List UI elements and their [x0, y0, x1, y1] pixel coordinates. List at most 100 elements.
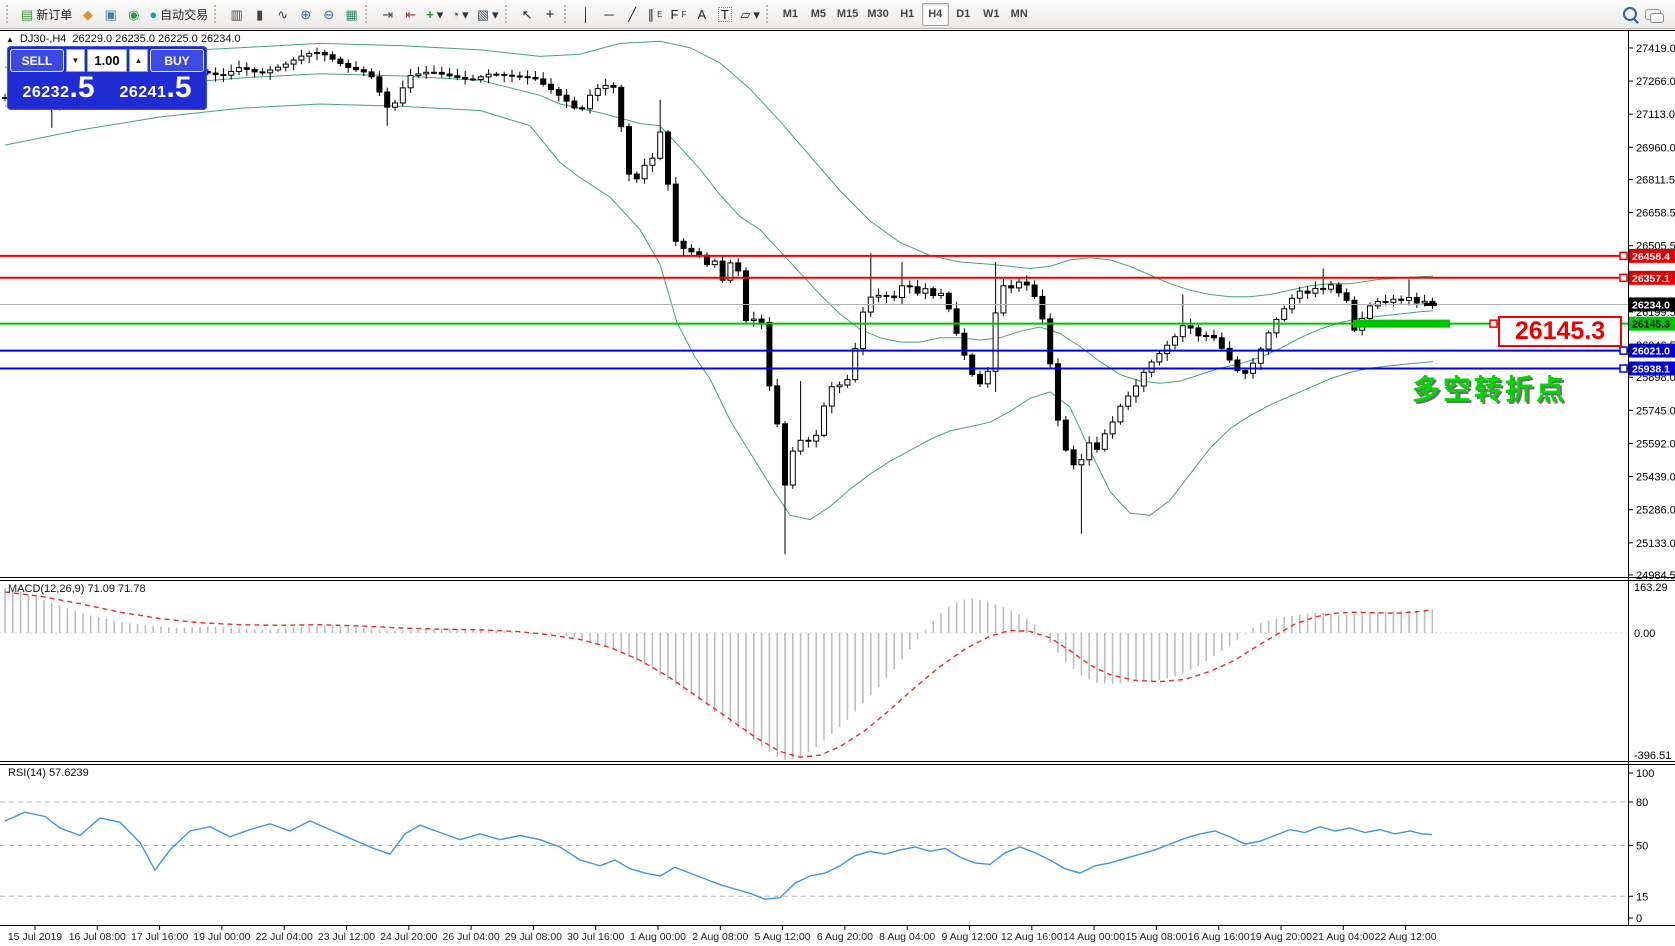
new-order-button[interactable]: ▤ 新订单 — [17, 3, 76, 26]
chat-button[interactable] — [1641, 3, 1665, 26]
buy-button[interactable]: BUY — [150, 49, 204, 72]
turning-point-annotation[interactable]: 多空转折点 — [1412, 374, 1568, 405]
svg-text:12 Aug 16:00: 12 Aug 16:00 — [1001, 931, 1063, 943]
candlestick-chart-icon: ▮ — [256, 6, 264, 22]
candlestick-chart-button[interactable]: ▮ — [248, 3, 271, 26]
svg-text:25133.0: 25133.0 — [1636, 538, 1675, 550]
sell-price-big: .5 — [69, 71, 95, 104]
collapse-icon[interactable]: ▲ — [6, 34, 14, 44]
svg-text:25592.0: 25592.0 — [1636, 438, 1675, 450]
rsi-indicator-label: RSI(14) 57.6239 — [8, 767, 89, 779]
chart-shift-button[interactable]: ⇥ — [376, 3, 399, 26]
svg-text:15 Jul 2019: 15 Jul 2019 — [8, 931, 62, 943]
signal-icon: ◉ — [128, 6, 140, 22]
shapes-icon: ▱ — [740, 6, 751, 22]
bar-chart-button[interactable]: ▥ — [225, 3, 248, 26]
svg-text:27266.0: 27266.0 — [1636, 76, 1675, 88]
chevron-down-icon: ▾ — [436, 6, 444, 22]
svg-text:26 Jul 04:00: 26 Jul 04:00 — [442, 931, 499, 943]
periods-button[interactable]: ◔ ▾ — [447, 3, 472, 26]
chart-header: ▲ DJ30-,H4 26229.0 26235.0 26225.0 26234… — [6, 33, 241, 45]
vertical-line-tool-button[interactable]: │ — [575, 3, 598, 26]
svg-text:17 Jul 16:00: 17 Jul 16:00 — [131, 931, 188, 943]
label-tool-button[interactable]: T — [713, 3, 736, 26]
gold-diamond-icon: ◆ — [82, 6, 93, 22]
market-watch-button[interactable]: ◆ — [76, 3, 99, 26]
new-chart-icon: + — [426, 6, 434, 22]
cursor-icon: ↖ — [521, 6, 533, 22]
clock-icon: ◔ — [451, 6, 460, 22]
tf-button-D1[interactable]: D1 — [950, 3, 977, 26]
templates-button[interactable]: ▧ ▾ — [473, 3, 503, 26]
svg-text:15 Aug 08:00: 15 Aug 08:00 — [1125, 931, 1187, 943]
svg-text:2 Aug 08:00: 2 Aug 08:00 — [692, 931, 748, 943]
toolbar-grip — [563, 5, 571, 23]
horizontal-line-tool-button[interactable]: ─ — [598, 3, 621, 26]
text-tool-button[interactable]: A — [690, 3, 713, 26]
zoom-out-button[interactable]: ⊖ — [317, 3, 340, 26]
svg-text:16 Jul 08:00: 16 Jul 08:00 — [69, 931, 126, 943]
line-chart-button[interactable]: ∿ — [271, 3, 294, 26]
svg-text:25745.0: 25745.0 — [1636, 405, 1675, 417]
svg-text:100: 100 — [1636, 768, 1654, 780]
svg-text:15: 15 — [1636, 891, 1648, 903]
zoom-in-button[interactable]: ⊕ — [294, 3, 317, 26]
zoom-in-icon: ⊕ — [300, 6, 312, 22]
trendline-tool-button[interactable]: ╱ — [621, 3, 644, 26]
shapes-tool-button[interactable]: ▱ ▾ — [736, 3, 764, 26]
buy-price[interactable]: 26241 .5 — [107, 71, 204, 107]
signals-button[interactable]: ◉ — [122, 3, 145, 26]
svg-text:27113.0: 27113.0 — [1636, 109, 1675, 121]
svg-text:0: 0 — [1636, 913, 1642, 925]
profile-icon: ▣ — [104, 6, 117, 22]
tf-button-M1[interactable]: M1 — [777, 3, 804, 26]
tile-windows-button[interactable]: ▦ — [340, 3, 363, 26]
tf-button-H4[interactable]: H4 — [921, 2, 949, 26]
tf-button-H1[interactable]: H1 — [894, 3, 921, 26]
chart-canvas[interactable]: 27419.0 27266.0 27113.0 26960.0 26811.5 26658… — [0, 29, 1675, 946]
autotrading-icon: ● — [149, 6, 158, 22]
svg-text:9 Aug 12:00: 9 Aug 12:00 — [941, 931, 997, 943]
sell-button[interactable]: SELL — [10, 49, 64, 72]
new-order-label: 新订单 — [36, 7, 73, 22]
svg-text:26145.3: 26145.3 — [1632, 319, 1670, 331]
volume-down-button[interactable]: ▼ — [66, 49, 85, 72]
search-button[interactable] — [1618, 3, 1641, 26]
svg-text:1 Aug 00:00: 1 Aug 00:00 — [630, 931, 686, 943]
svg-text:6 Aug 20:00: 6 Aug 20:00 — [817, 931, 873, 943]
autotrading-button[interactable]: ● 自动交易 — [145, 3, 212, 26]
new-chart-button[interactable]: + ▾ — [422, 3, 447, 26]
svg-text:26357.1: 26357.1 — [1632, 273, 1670, 285]
tf-button-M15[interactable]: M15 — [833, 3, 862, 26]
svg-text:-396.51: -396.51 — [1634, 750, 1671, 762]
tf-button-MN[interactable]: MN — [1006, 3, 1033, 26]
svg-text:14 Aug 00:00: 14 Aug 00:00 — [1063, 931, 1125, 943]
svg-text:25286.0: 25286.0 — [1636, 505, 1675, 517]
bar-chart-icon: ▥ — [230, 6, 243, 22]
tf-button-M5[interactable]: M5 — [805, 3, 832, 26]
vertical-line-icon: │ — [581, 6, 591, 22]
main-toolbar: ▤ 新订单 ◆ ▣ ◉ ● 自动交易 ▥ ▮ ∿ ⊕ ⊖ ▦ ⇥ ⇤ + ▾ ◔ ▾… — [0, 0, 1675, 29]
channel-tool-button[interactable]: ∥ E — [644, 3, 667, 26]
tf-button-M30[interactable]: M30 — [863, 3, 892, 26]
price-callout-label[interactable]: 26145.3 — [1498, 316, 1622, 347]
svg-text:26458.4: 26458.4 — [1632, 251, 1670, 263]
svg-text:25938.1: 25938.1 — [1632, 364, 1670, 376]
tf-button-W1[interactable]: W1 — [978, 3, 1005, 26]
svg-text:16 Aug 16:00: 16 Aug 16:00 — [1188, 931, 1250, 943]
chevron-down-icon: ▾ — [753, 6, 760, 22]
trendline-icon: ╱ — [628, 6, 636, 22]
ohlc-values: 26229.0 26235.0 26225.0 26234.0 — [72, 33, 241, 45]
toolbar-grip — [214, 5, 221, 23]
cursor-tool-button[interactable]: ↖ — [516, 3, 539, 26]
crosshair-tool-button[interactable]: + — [539, 3, 562, 26]
buy-price-big: .5 — [166, 71, 192, 104]
auto-scroll-button[interactable]: ⇤ — [399, 3, 422, 26]
sell-price[interactable]: 26232 .5 — [10, 71, 107, 107]
chevron-down-icon: ▾ — [462, 6, 469, 22]
terminal-button[interactable]: ▣ — [99, 3, 122, 26]
volume-up-button[interactable]: ▲ — [129, 49, 148, 72]
volume-input[interactable] — [87, 49, 127, 72]
chart-shift-icon: ⇥ — [382, 6, 394, 22]
